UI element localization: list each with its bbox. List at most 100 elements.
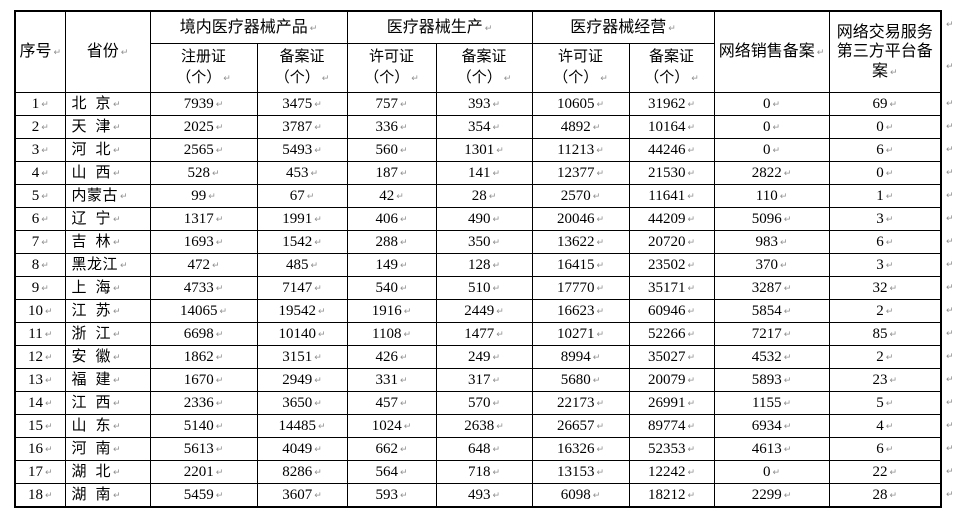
sub-header-row: 注册证 （个） ↵ 备案证 （个） ↵ 许可证 （个） ↵ 备案证 （个） ↵ 许可证 （个） ↵ 备案证 （个… — [15, 43, 941, 93]
end-of-cell-mark: ↵ — [885, 145, 894, 156]
group-header-label: 医疗器械生产 — [386, 18, 483, 36]
province-cell: 浙 江 ↵ — [64, 322, 151, 346]
count-cell: 718 ↵ — [435, 460, 533, 484]
count-cell: 1670 ↵ — [149, 368, 258, 392]
count-value: 317 — [467, 371, 491, 388]
sub-header-line1: 许可证 — [368, 49, 414, 65]
end-of-cell-mark: ↵ — [403, 421, 412, 432]
count-value: 1916 — [371, 302, 402, 319]
count-value: 426 — [375, 348, 398, 365]
count-cell: 26991 ↵ — [628, 391, 715, 415]
province-name: 河 南 — [71, 440, 112, 457]
end-of-cell-mark: ↵ — [600, 74, 608, 84]
count-value: 2449 — [464, 302, 495, 319]
end-of-cell-mark: ↵ — [399, 490, 408, 501]
province-name: 浙 江 — [71, 325, 112, 342]
count-cell: 11641 ↵ — [628, 184, 715, 208]
end-of-cell-mark: ↵ — [492, 444, 501, 455]
count-cell: 99 ↵ — [149, 184, 258, 208]
end-of-cell-mark: ↵ — [215, 467, 224, 478]
count-value: 23502 — [647, 256, 686, 273]
end-of-cell-mark: ↵ — [314, 145, 322, 156]
end-of-cell-mark: ↵ — [113, 99, 121, 110]
count-cell: 2025 ↵ — [149, 115, 258, 139]
end-of-cell-mark: ↵ — [492, 122, 501, 133]
count-value: 354 — [467, 118, 491, 135]
end-of-cell-mark: ↵ — [668, 23, 676, 34]
end-of-cell-mark: ↵ — [592, 352, 601, 363]
count-cell: 457 ↵ — [346, 391, 437, 415]
group-header-operation: 医疗器械经营 ↵ — [531, 10, 715, 44]
end-of-cell-mark: ↵ — [687, 398, 696, 409]
table-row: 10 ↵ 江 苏 ↵ 14065 ↵ 19542 ↵ 1916 ↵ 2449 ↵ 16623 ↵ 60946… — [14, 299, 942, 323]
end-of-cell-mark: ↵ — [691, 74, 699, 84]
count-value: 1991 — [282, 210, 313, 227]
count-cell: 10140 ↵ — [256, 322, 348, 346]
end-of-cell-mark: ↵ — [783, 490, 792, 501]
end-of-cell-mark: ↵ — [592, 375, 601, 386]
table-row: 5 ↵ 内蒙古 ↵ 99 ↵ 67 ↵ 42 ↵ 28 ↵ 2570 ↵ 11641 ↵ 110 ↵ 1 ↵ — [14, 184, 942, 208]
end-of-cell-mark: ↵ — [113, 237, 121, 248]
sub-header-line1: 许可证 — [557, 49, 603, 65]
count-cell: 52266 ↵ — [628, 322, 715, 346]
count-cell: 22 ↵ — [828, 460, 942, 484]
count-value: 4049 — [282, 440, 313, 457]
count-value: 8994 — [560, 348, 591, 365]
count-value: 23 — [872, 371, 888, 388]
province-name: 湖 南 — [71, 486, 112, 503]
row-end-mark: ↵ — [946, 99, 954, 109]
count-value: 1155 — [752, 394, 782, 411]
province-cell: 安 徽 ↵ — [64, 345, 151, 369]
end-of-cell-mark: ↵ — [687, 421, 696, 432]
medical-device-stats-table: 序号 ↵ 省份 ↵ 境内医疗器械产品 ↵ 医疗器械生产 ↵ 医疗器械经营 ↵ 网络销售备案… — [14, 10, 942, 508]
end-of-cell-mark: ↵ — [399, 375, 408, 386]
count-value: 6934 — [751, 417, 782, 434]
province-cell: 江 西 ↵ — [64, 391, 151, 415]
count-cell: 3650 ↵ — [256, 391, 348, 415]
group-header-label: 医疗器械经营 — [570, 18, 667, 36]
row-index-value: 11 — [28, 325, 43, 342]
count-cell: 16623 ↵ — [531, 299, 630, 323]
end-of-cell-mark: ↵ — [885, 237, 894, 248]
end-of-cell-mark: ↵ — [399, 467, 408, 478]
count-cell: 2201 ↵ — [149, 460, 258, 484]
count-cell: 35171 ↵ — [628, 276, 715, 300]
count-value: 3151 — [282, 348, 313, 365]
count-cell: 67 ↵ — [256, 184, 348, 208]
count-cell: 0 ↵ — [713, 460, 830, 484]
count-cell: 1108 ↵ — [346, 322, 437, 346]
count-cell: 6 ↵ — [828, 437, 942, 461]
province-name: 湖 北 — [71, 463, 112, 480]
count-value: 6 — [876, 440, 884, 457]
count-cell: 2299 ↵ — [713, 483, 830, 508]
end-of-cell-mark: ↵ — [889, 490, 898, 501]
end-of-cell-mark: ↵ — [885, 214, 894, 225]
count-value: 6 — [876, 141, 884, 158]
end-of-cell-mark: ↵ — [687, 168, 696, 179]
end-of-cell-mark: ↵ — [492, 99, 501, 110]
count-cell: 13153 ↵ — [531, 460, 630, 484]
row-index: 12 ↵ — [14, 345, 66, 369]
province-cell: 河 北 ↵ — [64, 138, 151, 162]
count-cell: 5680 ↵ — [531, 368, 630, 392]
row-index: 8 ↵ — [14, 253, 66, 277]
count-cell: 0 ↵ — [713, 115, 830, 139]
end-of-cell-mark: ↵ — [687, 490, 696, 501]
count-value: 44246 — [647, 141, 686, 158]
col-header-platform-label: 网络交易服务第三方平台备案 — [836, 24, 933, 80]
end-of-cell-mark: ↵ — [215, 398, 224, 409]
count-value: 560 — [375, 141, 398, 158]
end-of-cell-mark: ↵ — [41, 214, 49, 225]
count-value: 22173 — [556, 394, 595, 411]
count-cell: 4532 ↵ — [713, 345, 830, 369]
end-of-cell-mark: ↵ — [779, 237, 788, 248]
end-of-cell-mark: ↵ — [399, 122, 408, 133]
row-index: 3 ↵ — [14, 138, 66, 162]
row-end-mark: ↵ — [946, 20, 954, 30]
end-of-cell-mark: ↵ — [314, 99, 322, 110]
count-cell: 22173 ↵ — [531, 391, 630, 415]
count-cell: 1317 ↵ — [149, 207, 258, 231]
end-of-cell-mark: ↵ — [492, 237, 501, 248]
end-of-cell-mark: ↵ — [41, 191, 49, 202]
row-index: 5 ↵ — [14, 184, 66, 208]
